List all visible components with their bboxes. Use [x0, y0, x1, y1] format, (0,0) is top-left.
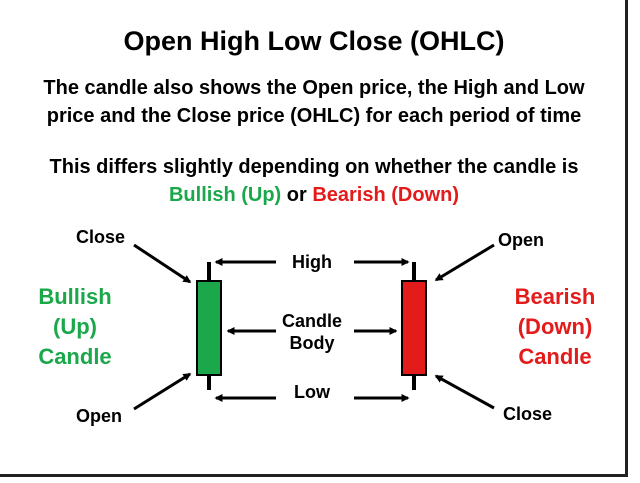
description-line-2: price and the Close price (OHLC) for eac…: [46, 105, 582, 127]
bullish-open-label: Open: [76, 406, 123, 426]
bearish-heading-line-3: Candle: [518, 344, 592, 369]
candle-body-label: Candle Body: [272, 310, 352, 354]
note: This differs slightly depending on wheth…: [0, 153, 628, 209]
bullish-candle-body: [196, 280, 222, 376]
candle-body-label-line-1: Candle: [281, 311, 342, 331]
bullish-open-arrow: [133, 372, 192, 411]
diagram-frame: [0, 0, 628, 477]
bullish-close-label: Close: [76, 227, 126, 247]
note-line-1: This differs slightly depending on wheth…: [49, 156, 579, 178]
low-label: Low: [294, 382, 330, 402]
bearish-heading: Bearish (Down) Candle: [500, 282, 610, 372]
bearish-candle-body: [401, 280, 427, 376]
bullish-heading: Bullish (Up) Candle: [20, 282, 130, 372]
high-label: High: [292, 252, 332, 272]
bearish-text: Bearish (Down): [312, 184, 460, 206]
description: The candle also shows the Open price, th…: [0, 74, 628, 130]
description-line-1: The candle also shows the Open price, th…: [43, 77, 585, 99]
bullish-heading-line-2: (Up): [53, 314, 97, 339]
bearish-close-arrow: [434, 374, 495, 410]
diagram-title: Open High Low Close (OHLC): [123, 26, 505, 56]
bearish-heading-line-2: (Down): [517, 314, 593, 339]
bullish-heading-line-1: Bullish: [38, 284, 112, 309]
bearish-heading-line-1: Bearish: [514, 284, 596, 309]
bearish-open-label: Open: [498, 230, 545, 250]
bullish-heading-line-3: Candle: [38, 344, 112, 369]
bullish-close-arrow: [133, 243, 192, 284]
bullish-text: Bullish (Up): [168, 184, 282, 206]
candle-body-label-line-2: Body: [289, 333, 335, 353]
note-line-2: Bullish (Up) or Bearish (Down): [0, 181, 628, 209]
bearish-open-arrow: [434, 243, 495, 282]
conjunction-text: or: [281, 184, 313, 206]
bearish-close-label: Close: [503, 404, 553, 424]
